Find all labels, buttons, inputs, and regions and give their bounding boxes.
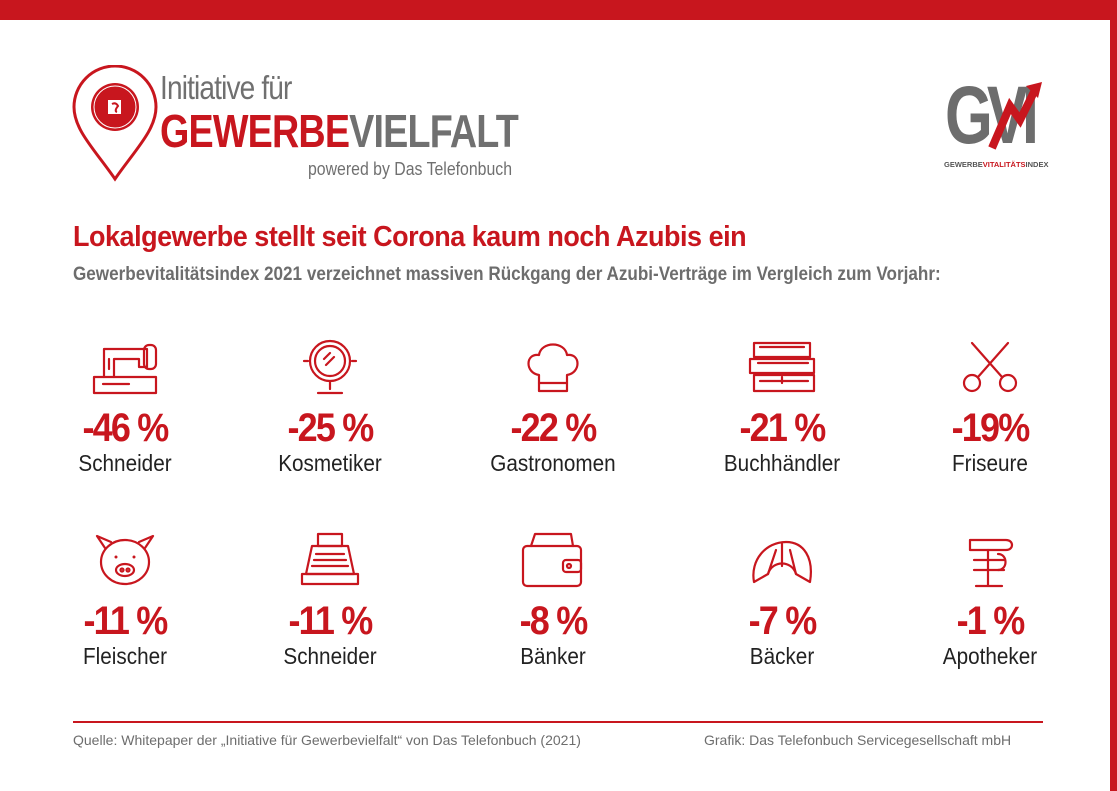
category-item: -21 % Buchhändler xyxy=(682,337,882,477)
change-value: -1 % xyxy=(956,599,1026,643)
arrow-up-icon xyxy=(988,82,1042,150)
page-subtitle: Gewerbevitalitätsindex 2021 verzeichnet … xyxy=(73,264,941,285)
top-bar xyxy=(0,0,1117,20)
books-icon xyxy=(748,341,816,393)
pharmacy-icon xyxy=(968,538,1014,588)
pig-icon xyxy=(95,534,155,586)
footer-credit: Grafik: Das Telefonbuch Servicegesellsch… xyxy=(704,732,1012,748)
change-value: -11 % xyxy=(83,599,168,643)
category-label: Kosmetiker xyxy=(278,450,382,476)
change-value: -11 % xyxy=(288,599,373,643)
right-bar xyxy=(1110,20,1117,791)
map-pin-icon xyxy=(72,65,158,182)
gvi-logo: GVI GEWERBEVITALITÄTSINDEX xyxy=(940,75,1050,178)
change-value: -8 % xyxy=(519,599,589,643)
logo-line1: Initiative für xyxy=(160,69,292,106)
category-label: Apotheker xyxy=(942,643,1038,669)
category-item: -19% Friseure xyxy=(890,337,1090,477)
category-label: Bänker xyxy=(520,643,586,669)
category-label: Buchhändler xyxy=(723,450,841,476)
category-item: -46 % Schneider xyxy=(25,337,225,477)
category-label: Schneider xyxy=(283,643,377,669)
change-value: -19% xyxy=(951,406,1031,450)
change-value: -22 % xyxy=(510,406,597,450)
initiative-logo: Initiative für GEWERBEVIELFALT powered b… xyxy=(70,62,530,186)
logo-line3: powered by Das Telefonbuch xyxy=(308,159,513,179)
category-item: -8 % Bänker xyxy=(453,530,653,670)
gvi-sub-b: VITALITÄTS xyxy=(982,160,1026,169)
category-item: -1 % Apotheker xyxy=(890,530,1090,670)
gvi-sub-c: INDEX xyxy=(1025,160,1049,169)
logo-gewerbe: GEWERBE xyxy=(160,105,350,157)
scissors-icon xyxy=(962,341,1018,393)
category-item: -25 % Kosmetiker xyxy=(230,337,430,477)
gvi-subtitle: GEWERBEVITALITÄTSINDEX xyxy=(944,160,1048,170)
cash-register-icon xyxy=(300,532,360,586)
sewing-machine-icon xyxy=(92,343,158,395)
change-value: -7 % xyxy=(748,599,818,643)
category-label: Gastronomen xyxy=(490,450,616,476)
category-label: Friseure xyxy=(952,450,1028,476)
category-item: -11 % Schneider xyxy=(230,530,430,670)
wallet-icon xyxy=(521,532,583,588)
category-label: Bäcker xyxy=(749,643,815,669)
croissant-icon xyxy=(752,540,812,584)
change-value: -21 % xyxy=(739,406,826,450)
category-item: -11 % Fleischer xyxy=(25,530,225,670)
footer-source: Quelle: Whitepaper der „Initiative für G… xyxy=(73,732,581,748)
category-item: -22 % Gastronomen xyxy=(453,337,653,477)
mirror-icon xyxy=(302,339,358,395)
category-item: -7 % Bäcker xyxy=(682,530,882,670)
change-value: -25 % xyxy=(287,406,374,450)
category-label: Fleischer xyxy=(83,643,167,669)
category-label: Schneider xyxy=(78,450,172,476)
logo-vielfalt: VIELFALT xyxy=(349,105,519,157)
page-title: Lokalgewerbe stellt seit Corona kaum noc… xyxy=(73,221,747,253)
logo-line2: GEWERBEVIELFALT xyxy=(160,105,519,157)
gvi-sub-a: GEWERBE xyxy=(944,160,983,169)
change-value: -46 % xyxy=(82,406,169,450)
chef-hat-icon xyxy=(527,343,579,393)
footer-divider xyxy=(73,721,1043,723)
